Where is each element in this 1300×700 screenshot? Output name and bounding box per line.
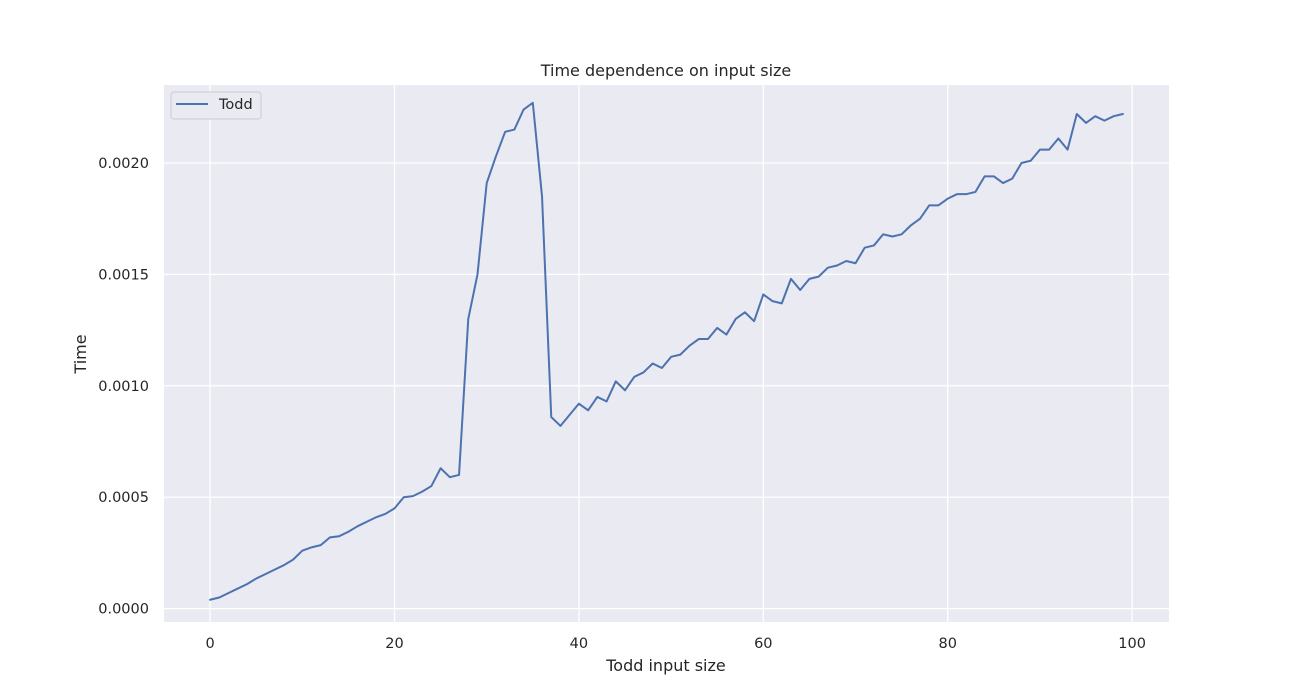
x-tick-labels: 0 20 40 60 80 100 — [205, 636, 1145, 652]
y-tick-label: 0.0015 — [98, 267, 149, 283]
y-tick-labels: 0.0000 0.0005 0.0010 0.0015 0.0020 — [98, 156, 149, 618]
y-tick-label: 0.0010 — [98, 379, 149, 395]
legend: Todd — [170, 91, 262, 120]
x-tick-label: 60 — [754, 636, 772, 652]
y-axis-label: Time — [71, 334, 90, 374]
x-tick-label: 80 — [938, 636, 956, 652]
plot-background — [164, 85, 1169, 622]
x-tick-label: 20 — [385, 636, 403, 652]
y-tick-label: 0.0005 — [98, 490, 149, 506]
x-tick-label: 100 — [1118, 636, 1146, 652]
x-tick-label: 40 — [570, 636, 588, 652]
x-tick-label: 0 — [205, 636, 214, 652]
y-tick-label: 0.0020 — [98, 156, 149, 172]
chart-title: Time dependence on input size — [540, 61, 792, 80]
series-lines — [209, 101, 1124, 601]
legend-box — [170, 91, 262, 120]
series-line-todd — [209, 101, 1124, 601]
legend-entry-label: Todd — [218, 97, 253, 113]
y-tick-label: 0.0000 — [98, 602, 149, 618]
grid-lines — [164, 85, 1169, 622]
x-axis-label: Todd input size — [605, 656, 726, 675]
